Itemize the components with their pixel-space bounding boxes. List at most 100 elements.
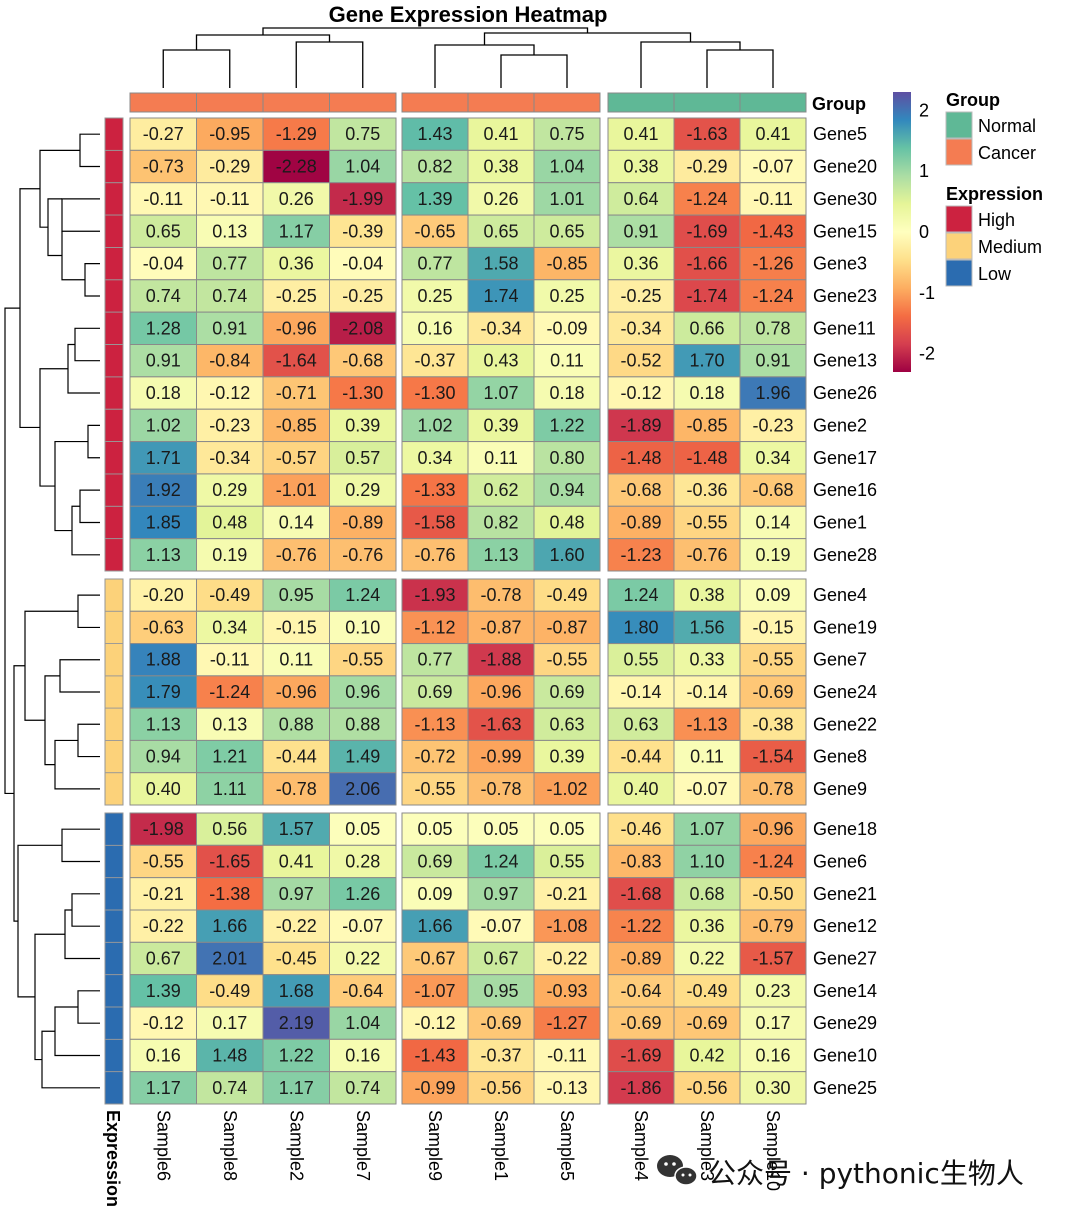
cell-value-label: 0.75	[345, 124, 380, 144]
heatmap-cell	[129, 344, 197, 378]
dendrogram-branch	[4, 307, 20, 795]
heatmap-cell	[739, 1006, 807, 1040]
heatmap-cell	[533, 441, 601, 475]
heatmap-cell	[607, 877, 675, 911]
cell-value-label: 1.66	[212, 916, 247, 936]
heatmap-cell	[533, 1006, 601, 1040]
cell-value-label: 0.63	[549, 714, 584, 734]
cell-value-label: -1.26	[752, 254, 793, 274]
heatmap-cell	[533, 1038, 601, 1073]
cell-value-label: -0.76	[686, 545, 727, 565]
cell-value-label: 0.80	[549, 448, 584, 468]
expression-legend-swatch	[945, 259, 973, 287]
heatmap-cell	[607, 1071, 675, 1105]
cell-value-label: 0.30	[755, 1078, 790, 1098]
cell-value-label: 0.29	[212, 480, 247, 500]
column-annotation-cancer	[329, 92, 397, 113]
cell-value-label: 1.24	[623, 585, 658, 605]
cell-value-label: -1.58	[414, 512, 455, 532]
heatmap-cell	[739, 344, 807, 378]
heatmap-cell	[533, 909, 601, 943]
cell-value-label: -1.38	[209, 884, 250, 904]
cell-value-label: 0.57	[345, 448, 380, 468]
heatmap-cell	[401, 1071, 469, 1105]
expression-legend-swatch	[945, 205, 973, 233]
cell-value-label: -1.33	[414, 480, 455, 500]
cell-value-label: 0.26	[279, 189, 314, 209]
heatmap-cell	[739, 182, 807, 216]
cell-value-label: 0.65	[146, 221, 181, 241]
dendrogram-branch	[41, 1030, 100, 1089]
cell-value-label: -0.07	[686, 779, 727, 799]
heatmap-cell	[329, 1071, 397, 1105]
column-labels: Sample6 Sample8 Sample2 Sample7 Sample9 Sampl…	[153, 1110, 783, 1191]
heatmap-cell	[739, 675, 807, 709]
expression-legend: High Medium Low	[945, 205, 1042, 287]
cell-value-label: -0.55	[143, 852, 184, 872]
cell-value-label: -0.12	[414, 1013, 455, 1033]
heatmap-cell	[129, 473, 197, 507]
cell-value-label: -0.57	[276, 448, 317, 468]
cell-value-label: 0.94	[549, 480, 584, 500]
row-labels: Gene5 Gene20 Gene30 Gene15 Gene3 Gene23 Gene11…	[813, 124, 877, 1098]
cell-value-label: 0.65	[483, 221, 518, 241]
dendrogram-branch	[640, 41, 741, 88]
cell-value-label: 0.14	[755, 512, 790, 532]
cell-value-label: -0.21	[546, 884, 587, 904]
cell-value-label: 0.41	[623, 124, 658, 144]
cell-value-label: 1.80	[623, 617, 658, 637]
heatmap-cell	[673, 578, 741, 612]
cell-value-label: 0.95	[483, 981, 518, 1001]
heatmap-cell	[533, 675, 601, 709]
cell-value-label: 1.88	[146, 650, 181, 670]
cell-value-label: -0.68	[342, 351, 383, 371]
cell-value-label: -1.63	[686, 124, 727, 144]
heatmap-cell	[467, 117, 535, 151]
dendrogram-branch	[61, 198, 100, 232]
heatmap-cell	[262, 707, 330, 741]
heatmap-cell	[329, 246, 397, 281]
cell-value-label: -0.11	[753, 189, 793, 209]
heatmap-cell	[739, 246, 807, 281]
cell-value-label: 1.49	[345, 747, 380, 767]
dendrogram-branch	[434, 44, 535, 88]
row-label: Gene8	[813, 747, 867, 767]
cell-value-label: -0.76	[414, 545, 455, 565]
group-legend-label: Cancer	[978, 143, 1036, 163]
heatmap-cell	[196, 246, 264, 281]
cell-value-label: -0.99	[414, 1078, 455, 1098]
expression-legend-label: High	[978, 210, 1015, 230]
cell-value-label: 0.11	[484, 448, 518, 468]
heatmap-cell	[533, 311, 601, 345]
cell-value-label: -0.78	[276, 779, 317, 799]
heatmap-cell	[196, 117, 264, 151]
color-scale-tick-label: 1	[919, 161, 929, 181]
column-label: Sample9	[425, 1110, 445, 1181]
dendrogram-branch	[706, 49, 774, 88]
heatmap-cell	[129, 1071, 197, 1105]
cell-value-label: -1.93	[414, 585, 455, 605]
cell-value-label: 0.16	[345, 1046, 380, 1066]
heatmap-cell	[329, 707, 397, 741]
cell-value-label: -0.72	[414, 747, 455, 767]
cell-value-label: -0.38	[752, 714, 793, 734]
cell-value-label: -1.02	[546, 779, 587, 799]
dendrogram-branch	[24, 610, 78, 721]
cell-value-label: -1.24	[209, 682, 250, 702]
heatmap-cell	[467, 643, 535, 677]
cell-value-label: -0.84	[209, 351, 250, 371]
cell-value-label: -0.85	[546, 254, 587, 274]
cell-value-label: -1.88	[480, 650, 521, 670]
column-label: Sample10	[763, 1110, 783, 1191]
heatmap-cell	[533, 376, 601, 410]
heatmap-cell	[533, 214, 601, 248]
cell-value-label: 0.38	[623, 157, 658, 177]
heatmap-cell	[739, 441, 807, 475]
cell-value-label: -0.85	[686, 415, 727, 435]
row-annotation-title: Expression	[103, 1110, 123, 1207]
heatmap-cell	[262, 739, 330, 774]
row-label: Gene7	[813, 650, 867, 670]
cell-value-label: 0.36	[623, 254, 658, 274]
heatmap-cell	[533, 1071, 601, 1105]
column-annotation-cancer	[262, 92, 330, 113]
